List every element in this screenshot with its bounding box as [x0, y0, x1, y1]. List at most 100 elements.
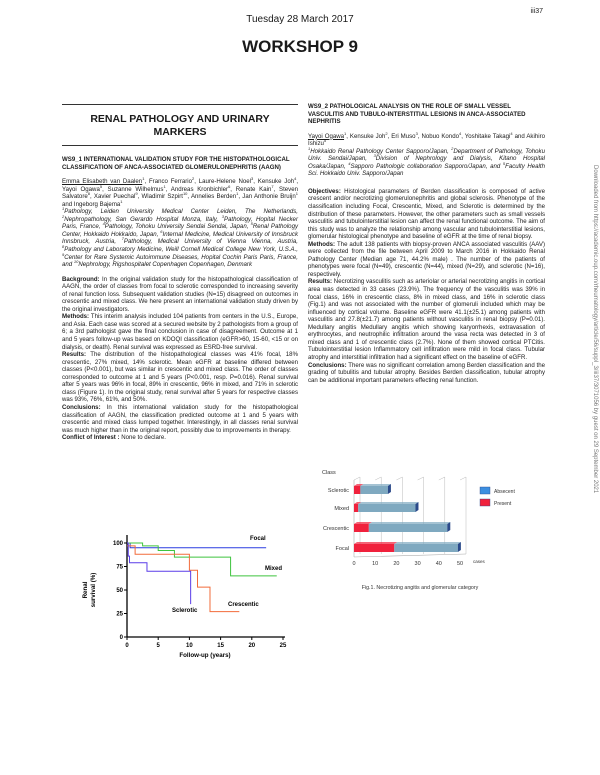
author-affiliation-number: 6 [228, 183, 231, 189]
legend-label: Present [494, 501, 512, 507]
affiliation: Hokkaido Renal Pathology Center Sapporo/… [310, 147, 452, 155]
paragraph-text: Histological parameters of Berden classi… [308, 187, 545, 241]
author-affiliation-number: 4 [458, 130, 462, 136]
bar-end [387, 484, 391, 494]
abstract-paragraph: Methods: The adult 138 patients with bio… [308, 241, 545, 279]
author: Annelies Berden [190, 193, 237, 201]
author: Franco Ferrario [148, 178, 193, 186]
author: Kensuke Joh [257, 178, 295, 186]
affiliation: Pathology, Leiden University Medical Cen… [64, 208, 298, 216]
author: Yoshitake Takagi [464, 132, 511, 140]
gridline [459, 476, 467, 481]
author-affiliation-number: 2 [192, 176, 195, 182]
curve-label-focal: Focal [250, 536, 266, 542]
paragraph-label: Results: [308, 278, 333, 286]
author: Laure-Helene Noel [198, 178, 252, 186]
author: Akihiro Ishizu [308, 132, 545, 148]
y-axis-label: Class [322, 470, 336, 476]
divider [62, 104, 298, 105]
affiliation: Pathology, Medical University of Vienna … [123, 238, 298, 246]
survival-curve-sclerotic [127, 542, 192, 605]
affiliation: Center for Rare Systemic Autoimmune Dise… [62, 253, 298, 269]
author-affiliation-number: 4 [294, 176, 297, 182]
affiliation-number: 5 [502, 160, 506, 166]
x-axis-label: Follow-up (years) [179, 652, 230, 659]
affiliation: Internal Medicine, Medical University of… [62, 230, 298, 246]
author: Jan Anthonie Bruijn [242, 193, 296, 201]
y-tick-label: 75 [116, 565, 123, 571]
author: Xavier Puechal [93, 193, 136, 201]
figure-caption: Fig.1. Necrotizing angitis and glomerula… [361, 585, 479, 591]
bar-present [354, 524, 369, 532]
workshop-title: WORKSHOP 9 [242, 37, 358, 56]
author-affiliation-number: 1 [295, 191, 299, 197]
category-label: Sclerotic [328, 488, 349, 494]
author-affiliation-number: 10 [182, 191, 188, 197]
abstract-paragraph: Background: In the original validation s… [62, 276, 298, 314]
affiliation: Renal Pathology Center, Hokkaido Hokkaid… [62, 223, 298, 238]
x-tick-label: 40 [436, 561, 442, 567]
paragraph-label: Objectives: [308, 187, 341, 195]
paragraph-text: Necrotizing vasculitis such as arteriola… [308, 278, 545, 361]
abstract-paragraph: Results: The distribution of the histopa… [62, 351, 298, 404]
abstract-paragraph: Conflict of Interest : None to declare. [62, 434, 298, 442]
bar-end [447, 522, 451, 532]
y-tick-label: 0 [120, 635, 124, 641]
bar-present [354, 544, 395, 552]
author: Ingeborg Bajema [73, 200, 121, 208]
survival-curve-crescentic [127, 545, 240, 613]
curve-label-sclerotic: Sclerotic [172, 608, 198, 614]
author: Eri Muso [391, 132, 416, 140]
legend-swatch-present [479, 498, 491, 507]
author-affiliation-number: 3 [251, 176, 254, 182]
paragraph-text: The distribution of the histopathologica… [62, 351, 298, 404]
bar-top-absecent [368, 522, 451, 524]
bar-absecent [394, 544, 458, 552]
affiliation-number: 10 [73, 259, 79, 265]
bar-top-present [354, 522, 372, 524]
x-tick-label: 15 [217, 643, 224, 649]
survival-chart: 0 25 50 75 100 0 5 10 15 20 25 Follow-up (years) Ren… [82, 535, 287, 659]
author-list: Emma Elisabeth van Daalen1, Franco Ferra… [62, 176, 299, 208]
author-affiliation-number: 1 [344, 130, 347, 136]
y-axis-label: Renal [82, 581, 89, 598]
abstract-paragraph: Results: Necrotizing vasculitis such as … [308, 278, 545, 361]
author-affiliation-number: 5 [323, 138, 327, 144]
section-title: RENAL PATHOLOGY AND URINARY MARKERS [90, 113, 270, 138]
author-affiliation-number: 9 [135, 191, 138, 197]
survival-curve-mixed [127, 542, 277, 577]
affiliation: Department of Pathology, Tohoku Univ. Se… [308, 147, 545, 163]
bar-top-present [354, 542, 398, 544]
paragraph-label: Methods: [62, 313, 90, 321]
abstract-title: WS9_1 INTERNATIONAL VALIDATION STUDY FOR… [62, 156, 290, 171]
abstract-paragraph: Objectives: Histological parameters of B… [308, 188, 545, 241]
x-axis [353, 553, 467, 558]
author: Nobuo Kondo [421, 132, 459, 140]
affiliation-number: 3 [373, 153, 376, 159]
author-list: Yayoi Ogawa1, Kensuke Joh2, Eri Muso3, N… [308, 130, 545, 148]
affiliation-number: 5 [250, 221, 253, 227]
author-affiliation-number: 3 [415, 130, 418, 136]
paragraph-text: In this international validation study f… [62, 403, 298, 434]
author-affiliation-number: 1 [236, 191, 239, 197]
affiliation-number: 6 [160, 228, 163, 234]
page-number: iii37 [530, 8, 543, 15]
category-label: Crescentic [323, 526, 349, 532]
affiliation-number: 2 [62, 213, 65, 219]
category-label: Mixed [334, 506, 349, 512]
x-tick-label: 30 [415, 561, 421, 567]
author-affiliation-number: 8 [87, 191, 90, 197]
abstract-body: Objectives: Histological parameters of B… [308, 188, 545, 384]
abstract-paragraph: Conclusions: In this international valid… [62, 404, 298, 434]
gridline [438, 476, 445, 481]
affiliation-number: 3 [221, 213, 224, 219]
paragraph-label: Conclusions: [62, 403, 101, 411]
paragraph-text: In the original validation study for the… [62, 275, 298, 313]
author-affiliation-number: 1 [142, 176, 145, 182]
session-date: Tuesday 28 March 2017 [246, 14, 354, 25]
affiliation-number: 8 [62, 244, 65, 250]
affiliation-number: 4 [348, 160, 351, 166]
author: Emma Elisabeth van Daalen [62, 178, 143, 186]
paragraph-label: Results: [62, 351, 87, 359]
abstract-body: Background: In the original validation s… [62, 276, 298, 442]
